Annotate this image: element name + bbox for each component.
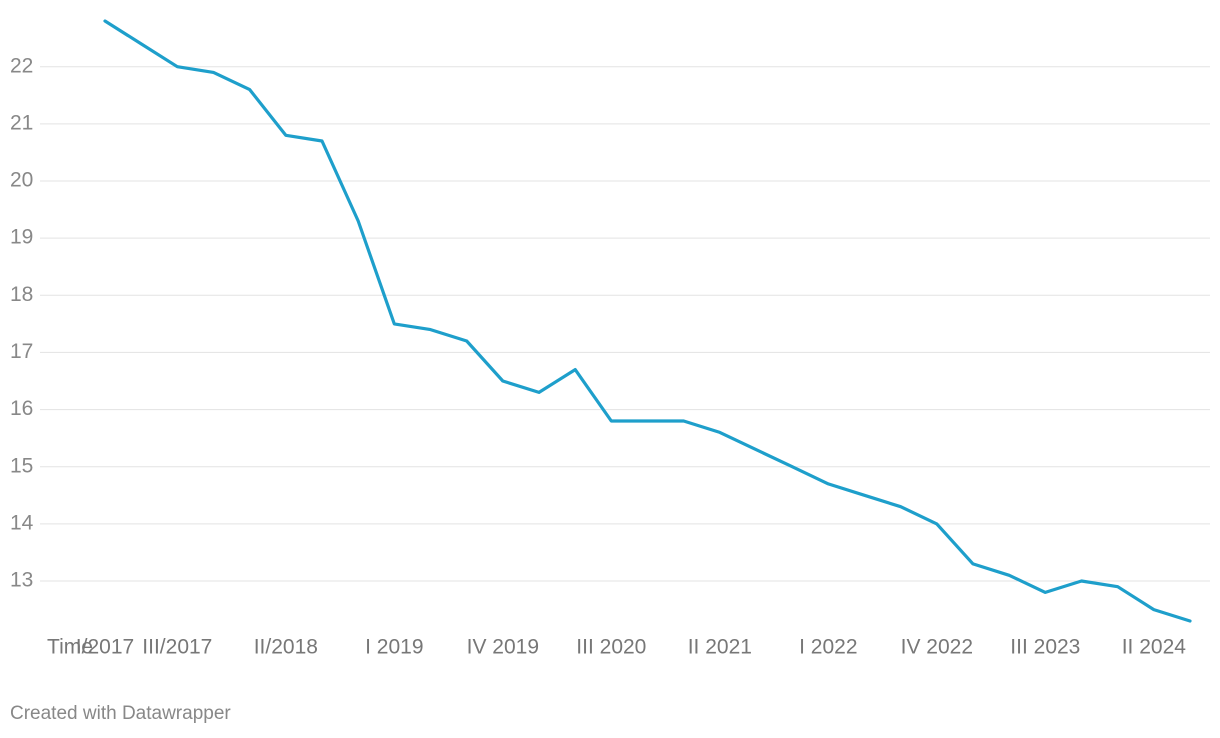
x-tick-label: IV 2019 bbox=[467, 636, 539, 659]
x-tick-label: III/2017 bbox=[142, 636, 212, 659]
data-line bbox=[103, 19, 1192, 623]
x-tick-label: I 2019 bbox=[365, 636, 423, 659]
x-tick-label: III 2023 bbox=[1010, 636, 1080, 659]
y-tick-label: 22 bbox=[10, 54, 33, 77]
x-axis-title: Time bbox=[47, 636, 93, 659]
y-tick-label: 14 bbox=[10, 511, 34, 534]
y-tick-label: 21 bbox=[10, 111, 33, 134]
footer: Created with Datawrapper bbox=[10, 703, 231, 724]
y-tick-label: 19 bbox=[10, 226, 33, 249]
x-tick-label: I 2022 bbox=[799, 636, 857, 659]
x-tick-label: IV 2022 bbox=[901, 636, 973, 659]
y-tick-label: 16 bbox=[10, 397, 33, 420]
y-tick-label: 17 bbox=[10, 340, 33, 363]
x-tick-label: I/2017 bbox=[76, 636, 134, 659]
y-tick-label: 20 bbox=[10, 169, 33, 192]
y-tick-label: 13 bbox=[10, 569, 33, 592]
x-tick-label: II 2021 bbox=[688, 636, 752, 659]
y-tick-label: 18 bbox=[10, 283, 33, 306]
x-tick-label: III 2020 bbox=[576, 636, 646, 659]
x-tick-label: II/2018 bbox=[254, 636, 318, 659]
x-tick-label: II 2024 bbox=[1122, 636, 1187, 659]
y-tick-label: 15 bbox=[10, 454, 33, 477]
